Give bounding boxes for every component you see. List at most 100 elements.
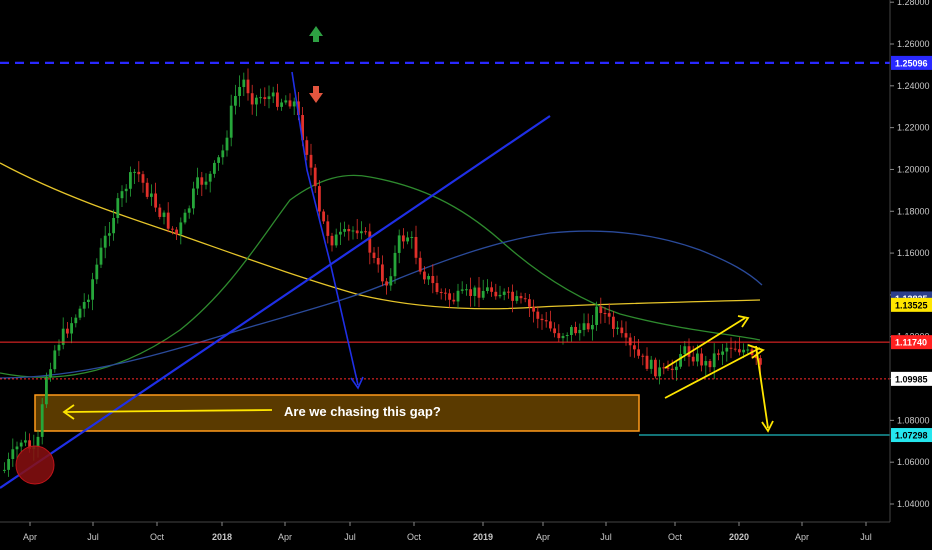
candle-body	[402, 235, 405, 242]
candle-body	[553, 328, 556, 334]
candle	[229, 94, 233, 147]
candle	[423, 266, 426, 284]
candle-body	[313, 167, 317, 187]
drawings: Are we chasing this gap?	[0, 26, 774, 489]
candle	[469, 277, 472, 307]
candle-body	[502, 291, 506, 295]
candle	[591, 314, 594, 341]
candle	[515, 290, 519, 304]
candle	[578, 323, 582, 341]
candle-body	[108, 233, 111, 236]
candle	[339, 222, 342, 246]
candle	[150, 184, 153, 206]
candle	[511, 284, 514, 313]
candle-body	[78, 308, 82, 318]
candle	[95, 258, 99, 284]
candle	[351, 226, 355, 240]
y-tick-label: 1.24000	[897, 81, 930, 91]
candle	[284, 95, 288, 105]
candle-body	[141, 174, 145, 183]
candle-body	[351, 230, 355, 232]
candle-body	[40, 404, 44, 437]
y-tick-label: 1.16000	[897, 248, 930, 258]
candle	[129, 166, 132, 197]
candle	[24, 431, 27, 447]
candle	[330, 232, 334, 252]
candle	[431, 264, 435, 294]
candle	[133, 168, 136, 185]
candle	[557, 324, 561, 343]
candle-body	[204, 181, 208, 185]
ma-blue-line	[0, 230, 763, 379]
candle	[393, 245, 397, 284]
x-tick-label: Jul	[860, 532, 872, 542]
low-highlight-circle	[15, 445, 55, 485]
ma-green-line	[0, 174, 761, 378]
candle	[309, 143, 313, 176]
ma-yellow-line	[0, 162, 761, 310]
y-tick-label: 1.20000	[897, 164, 930, 174]
candle	[288, 93, 292, 109]
candle	[61, 317, 65, 350]
x-tick-label: Apr	[536, 532, 550, 542]
x-tick-label: Apr	[23, 532, 37, 542]
candle-body	[217, 157, 220, 163]
candle	[452, 292, 456, 305]
candle	[66, 321, 69, 338]
candle	[347, 224, 351, 241]
x-tick-label: Jul	[600, 532, 612, 542]
candle	[490, 281, 493, 297]
candle-body	[271, 92, 275, 97]
gap-zone-box	[34, 394, 640, 432]
candle-body	[477, 287, 481, 298]
candle-body	[267, 96, 271, 100]
candle-body	[511, 291, 514, 301]
candle-body	[103, 235, 107, 248]
candle-body	[582, 323, 586, 330]
candle	[3, 462, 6, 474]
candle-body	[179, 222, 183, 235]
candle-body	[154, 193, 157, 208]
candle	[528, 294, 531, 317]
candle-body	[3, 469, 6, 471]
candle-body	[481, 290, 485, 298]
candle-body	[246, 79, 250, 94]
candle-body	[599, 306, 603, 314]
candle	[368, 223, 372, 265]
candle	[612, 311, 615, 338]
y-tick-label: 1.26000	[897, 39, 930, 49]
candle-body	[66, 328, 69, 334]
candle	[213, 160, 216, 178]
candle	[15, 441, 19, 460]
candle	[691, 345, 695, 366]
candle	[145, 178, 149, 200]
candle-body	[683, 346, 687, 354]
candle	[280, 98, 283, 111]
candle	[435, 275, 439, 295]
candle-body	[733, 348, 737, 350]
candle-body	[641, 355, 645, 357]
candle-body	[318, 186, 321, 212]
candle	[70, 317, 73, 344]
candle	[154, 182, 157, 212]
candle	[700, 348, 703, 372]
candle-body	[95, 264, 99, 280]
candle	[204, 173, 208, 190]
candle-body	[133, 171, 136, 173]
yellow-down-arrow	[755, 345, 769, 429]
candle	[7, 452, 10, 477]
candle	[683, 340, 687, 362]
candle	[498, 285, 502, 299]
candle-body	[112, 218, 115, 234]
candle	[87, 294, 90, 309]
price-levels	[0, 61, 890, 436]
candle	[389, 268, 393, 291]
candle-body	[305, 140, 309, 155]
y-tick-label: 1.28000	[897, 0, 930, 7]
candle	[649, 355, 653, 374]
candle-body	[255, 97, 258, 105]
candle	[208, 171, 212, 193]
candle	[633, 336, 636, 358]
